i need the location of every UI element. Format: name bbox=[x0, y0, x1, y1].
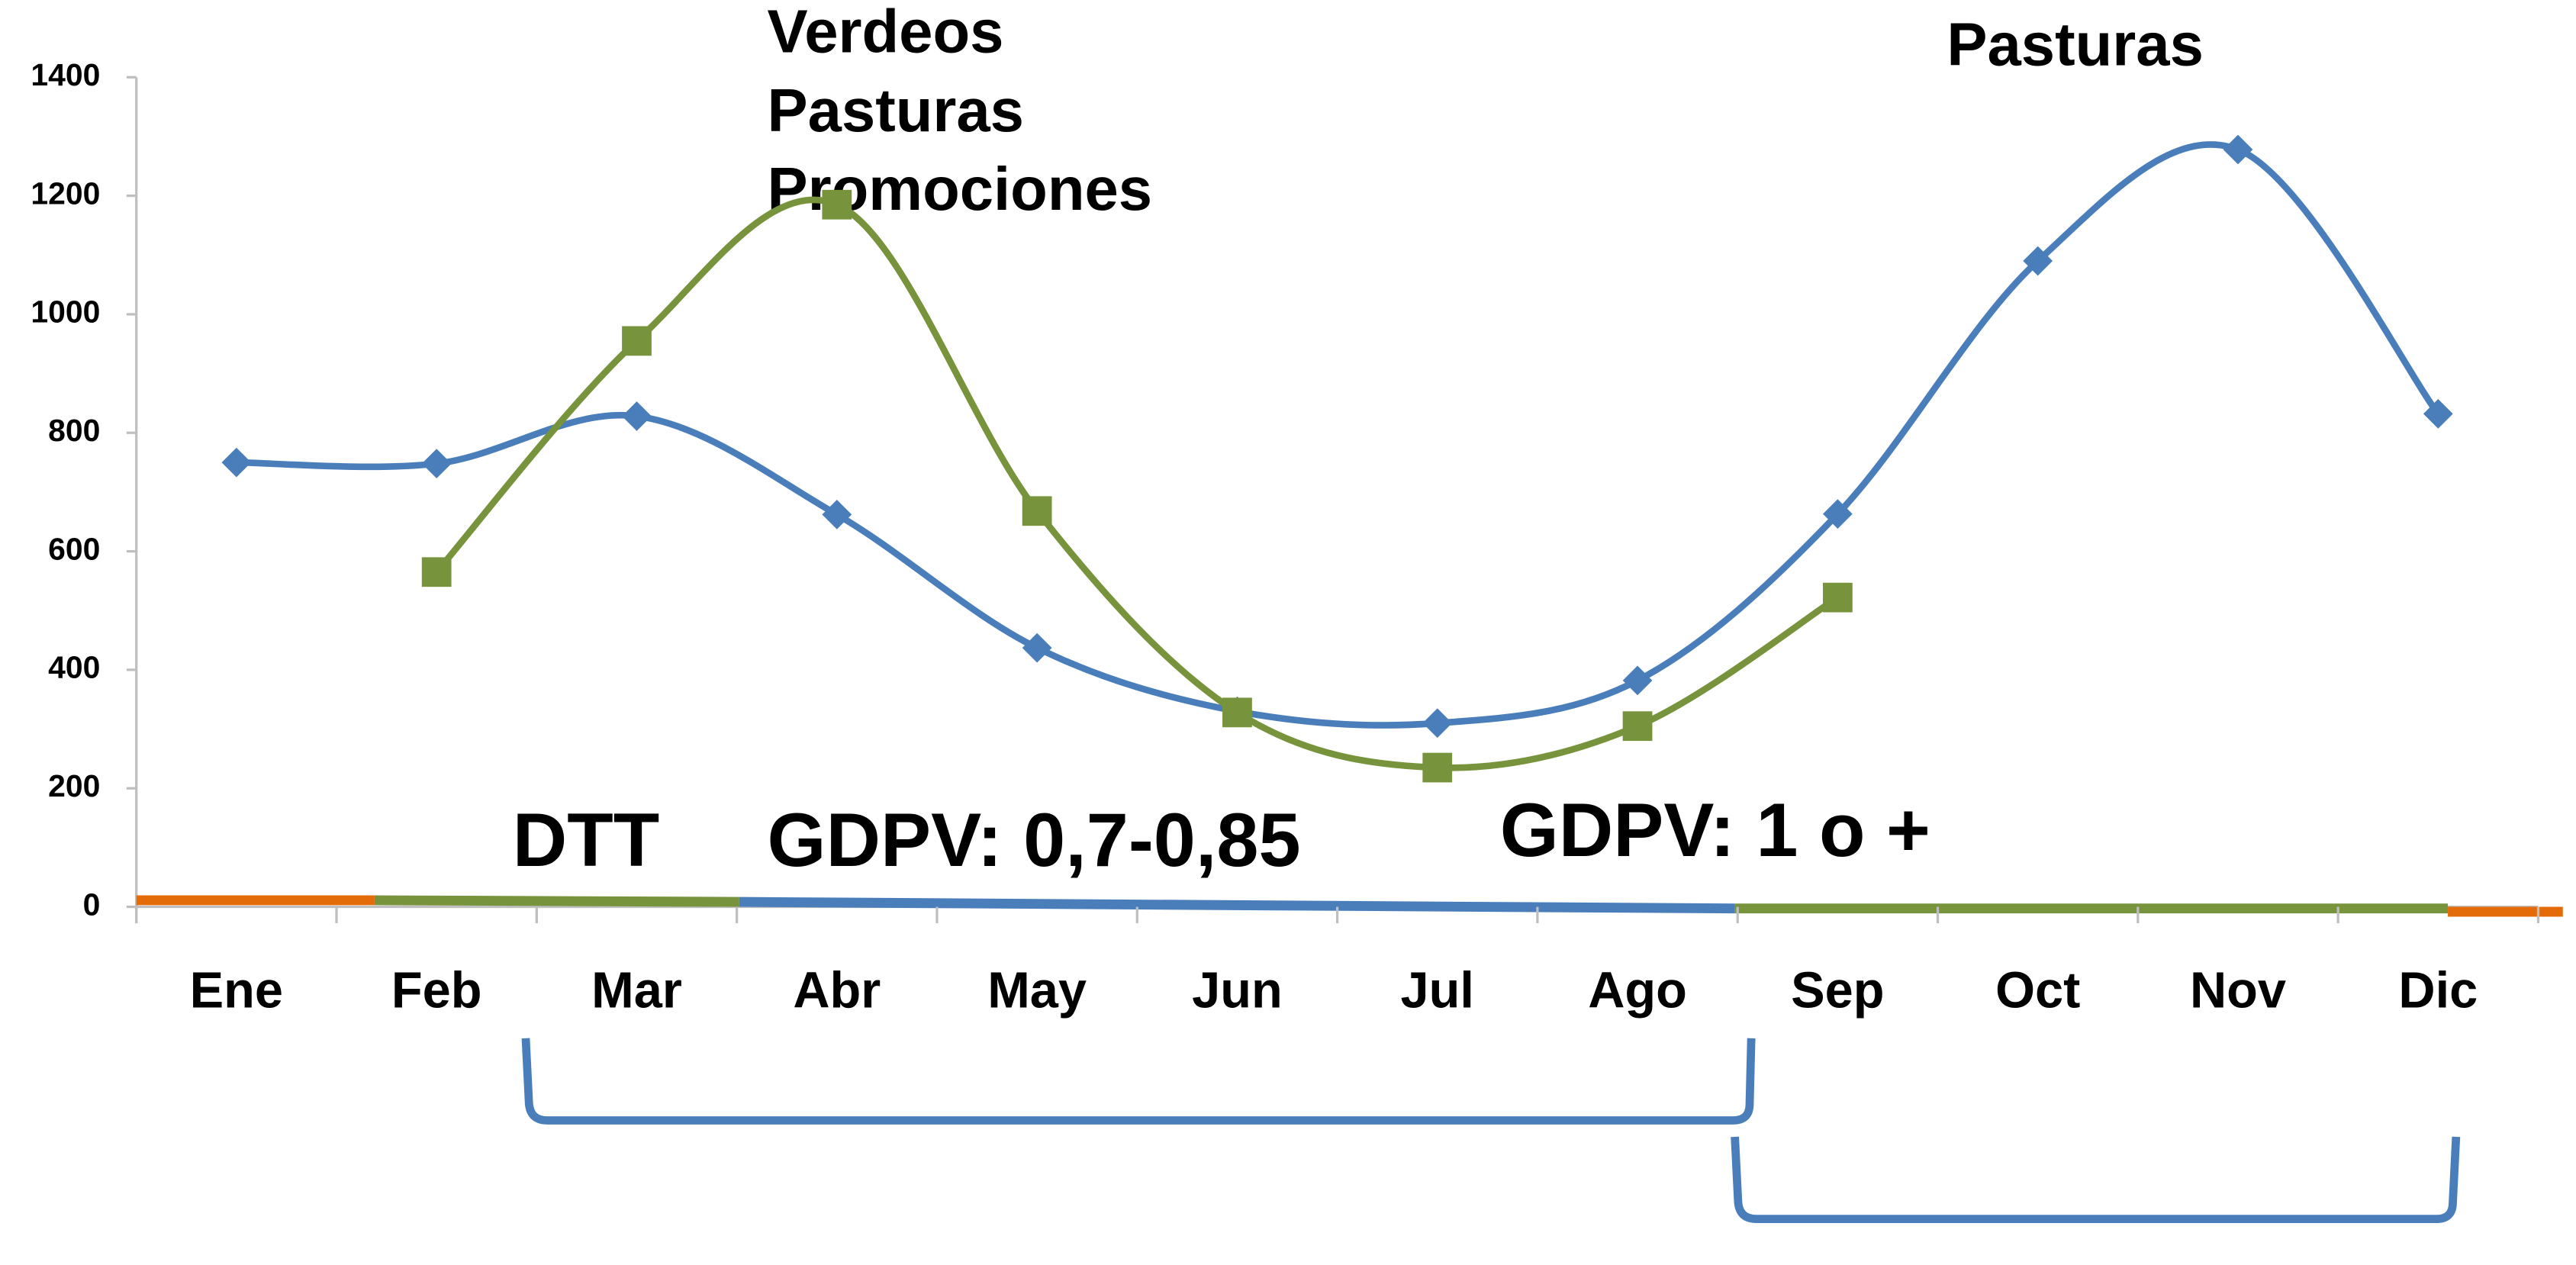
marker bbox=[421, 557, 452, 587]
annotation: DTT bbox=[513, 797, 660, 882]
marker bbox=[822, 500, 852, 529]
marker bbox=[1622, 711, 1653, 742]
y-tick-label: 600 bbox=[48, 531, 100, 566]
y-tick-label: 1400 bbox=[31, 57, 100, 92]
x-tick-label: Jul bbox=[1401, 962, 1474, 1019]
marker bbox=[221, 447, 252, 478]
marker bbox=[622, 326, 652, 356]
marker bbox=[622, 401, 652, 431]
x-tick-label: Sep bbox=[1791, 962, 1884, 1019]
x-tick-label: Mar bbox=[591, 962, 682, 1019]
x-tick-label: Feb bbox=[391, 962, 482, 1019]
marker bbox=[1022, 632, 1052, 663]
x-tick-label: Oct bbox=[1995, 962, 2080, 1019]
period-band bbox=[374, 895, 739, 907]
marker bbox=[421, 449, 452, 479]
annotation: Pasturas bbox=[767, 76, 1024, 144]
x-tick-label: Jun bbox=[1192, 962, 1283, 1019]
y-tick-label: 200 bbox=[48, 768, 100, 803]
marker bbox=[1222, 697, 1252, 728]
marker bbox=[1422, 708, 1453, 739]
marker bbox=[2223, 134, 2253, 165]
series-line bbox=[236, 141, 2441, 729]
marker bbox=[1622, 665, 1653, 696]
annotation: GDPV: 1 o + bbox=[1500, 787, 1930, 872]
annotation: GDPV: 0,7-0,85 bbox=[767, 797, 1300, 882]
y-tick-label: 0 bbox=[83, 887, 101, 922]
annotation: Verdeos bbox=[767, 0, 1003, 65]
marker bbox=[1823, 499, 1853, 529]
x-tick-label: Ene bbox=[190, 962, 283, 1019]
marker bbox=[1823, 582, 1853, 613]
x-tick-label: Nov bbox=[2190, 962, 2286, 1019]
annotation: Pasturas bbox=[1946, 11, 2204, 79]
marker bbox=[1022, 496, 1052, 526]
y-tick-label: 800 bbox=[48, 413, 100, 448]
marker bbox=[2023, 246, 2053, 276]
x-tick-label: Dic bbox=[2398, 962, 2478, 1019]
period-band bbox=[739, 896, 1735, 914]
marker bbox=[2423, 399, 2453, 429]
bracket bbox=[521, 1038, 1756, 1125]
x-tick-label: May bbox=[987, 962, 1087, 1019]
marker bbox=[822, 189, 852, 220]
x-tick-label: Abr bbox=[793, 962, 881, 1019]
y-tick-label: 400 bbox=[48, 650, 100, 685]
y-tick-label: 1000 bbox=[31, 295, 100, 330]
bracket bbox=[1731, 1136, 2461, 1224]
y-tick-label: 1200 bbox=[31, 175, 100, 211]
marker bbox=[1422, 752, 1453, 783]
x-tick-label: Ago bbox=[1588, 962, 1687, 1019]
